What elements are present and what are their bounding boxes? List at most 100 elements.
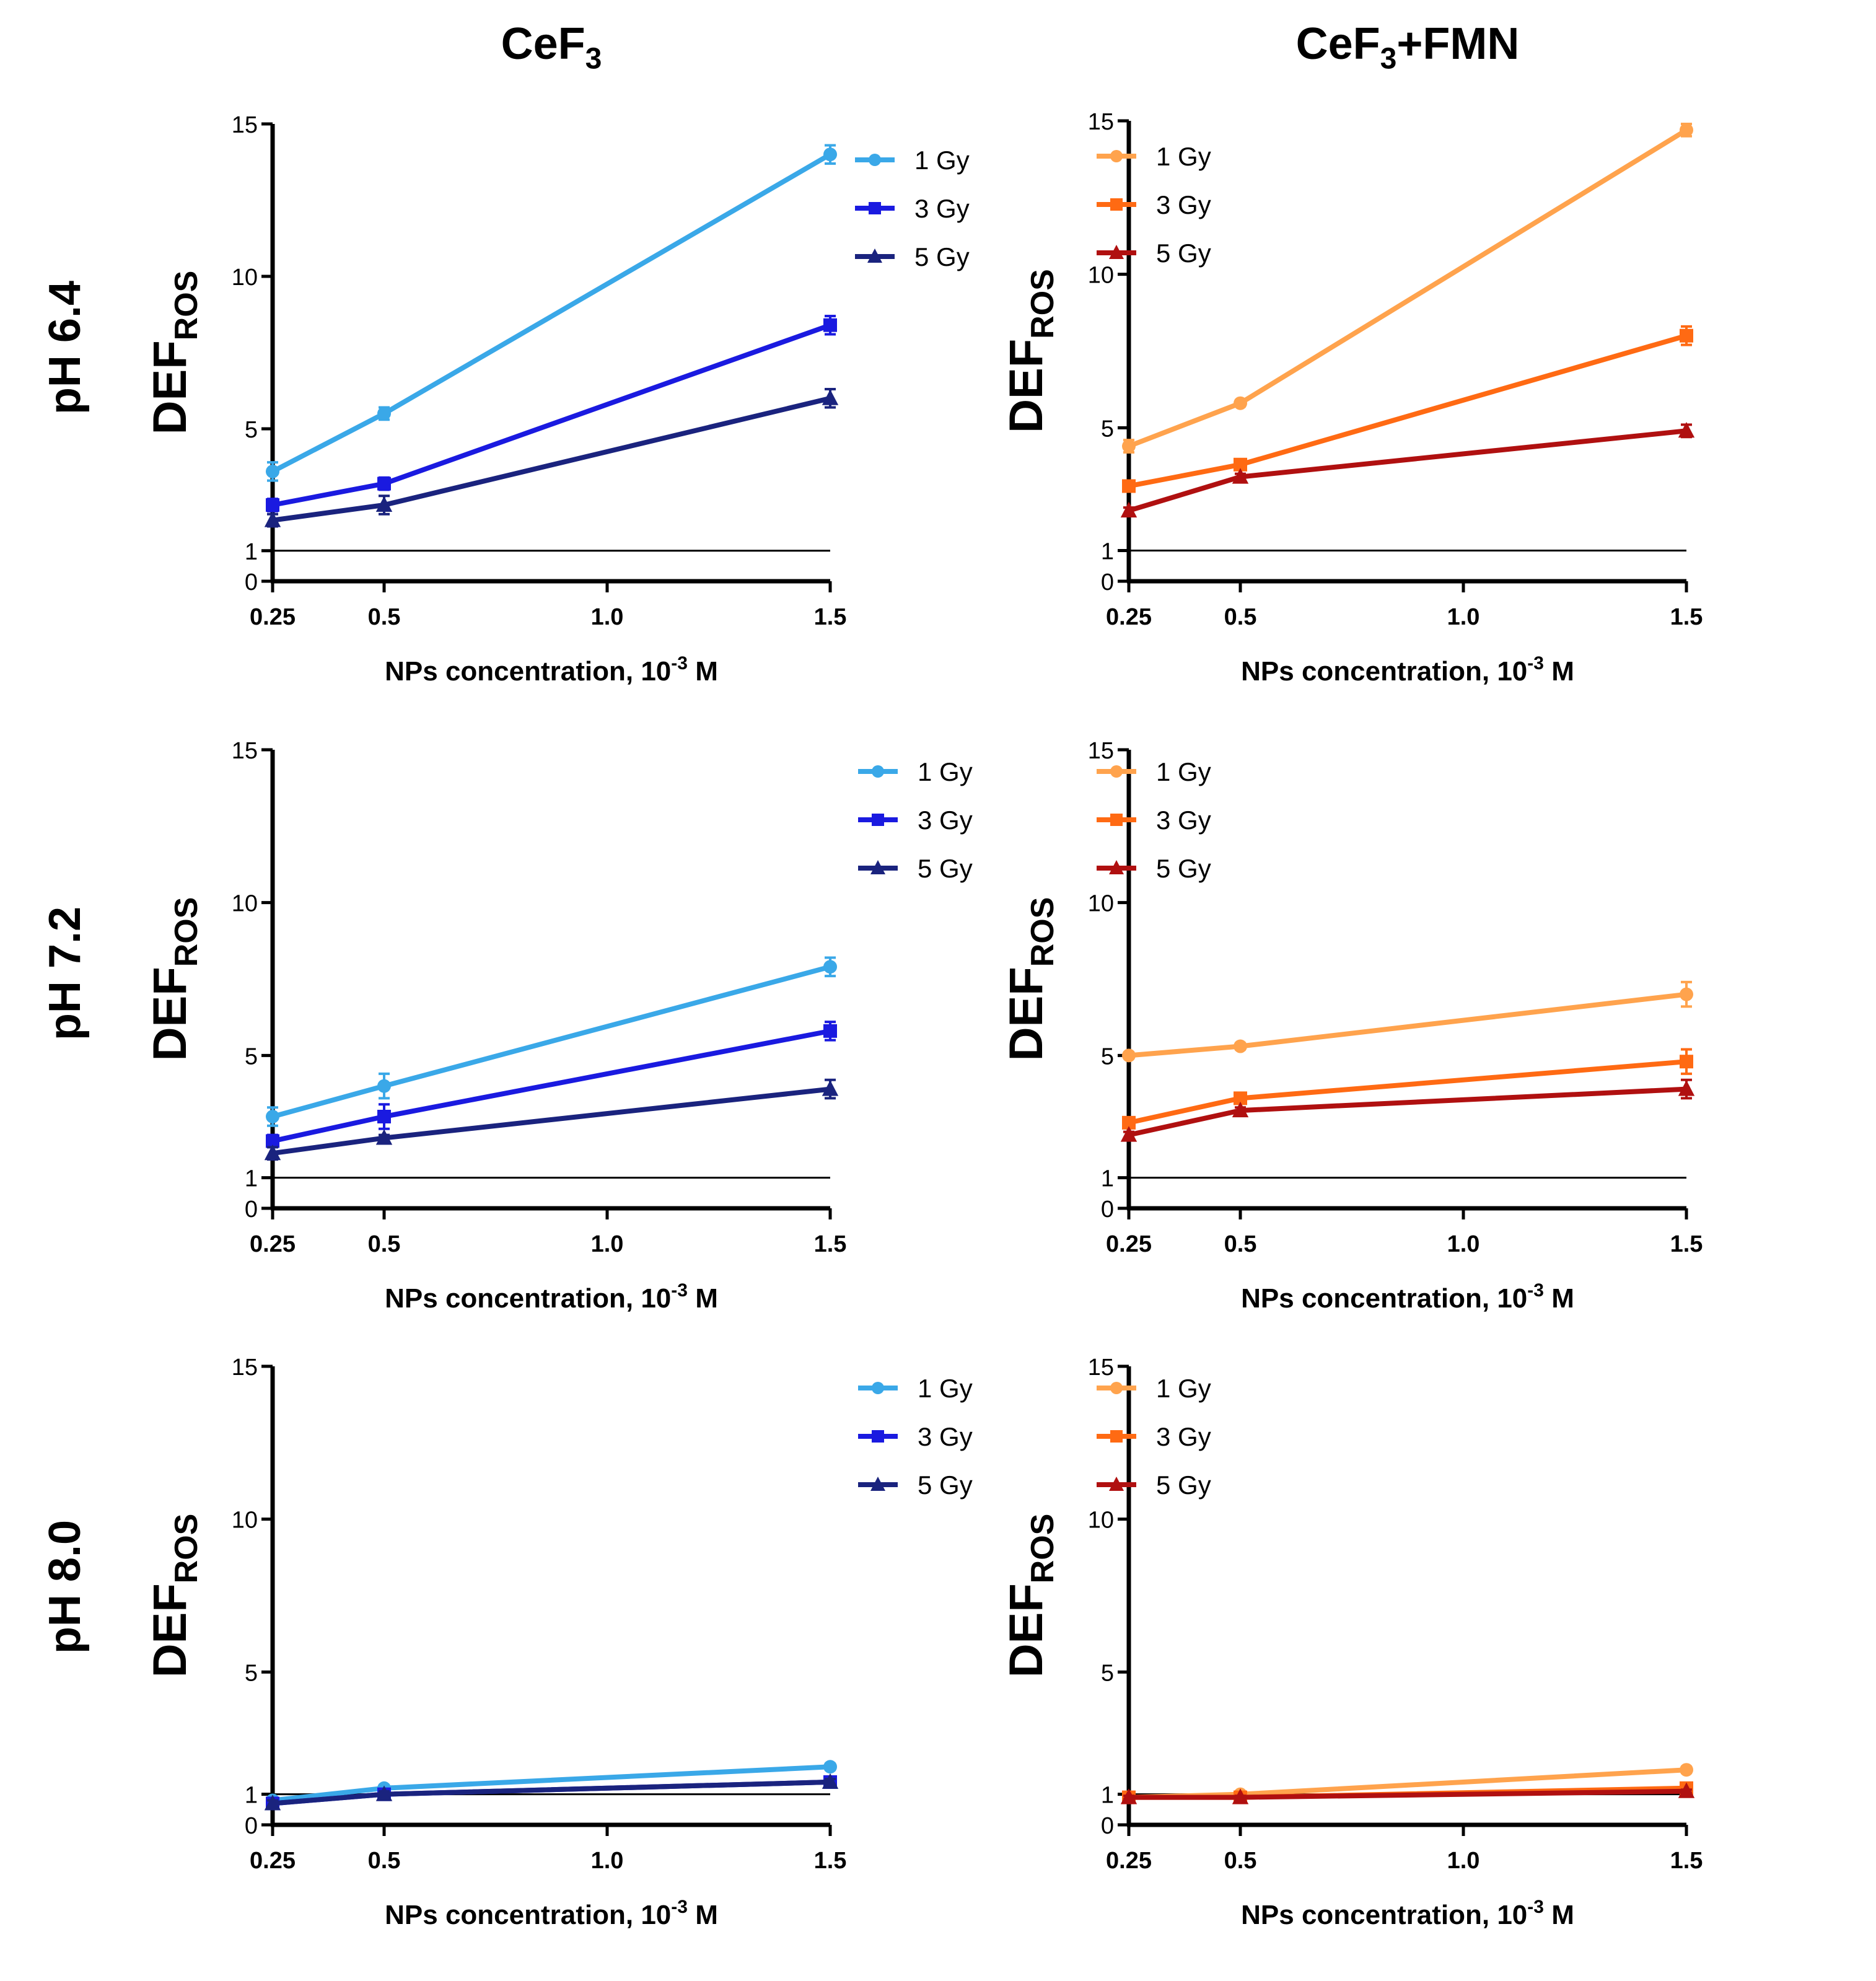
y-axis-label-sub: ROS bbox=[1025, 897, 1061, 967]
x-tick-label: 1.5 bbox=[1670, 604, 1703, 630]
data-point bbox=[1122, 1048, 1136, 1063]
series-line bbox=[272, 395, 831, 523]
y-tick-label: 15 bbox=[232, 738, 258, 764]
series-line bbox=[272, 1028, 831, 1144]
series-1-gy bbox=[266, 956, 837, 1127]
y-tick-label: 0 bbox=[1101, 1197, 1114, 1223]
legend-marker bbox=[869, 202, 881, 214]
data-point bbox=[377, 1110, 391, 1123]
x-tick-label: 0.25 bbox=[250, 1848, 296, 1874]
y-axis-label-main: DEF bbox=[1000, 967, 1053, 1061]
x-axis-label-sup: -3 bbox=[1527, 1280, 1544, 1301]
x-axis-label: NPs concentration, 10-3 M bbox=[1241, 653, 1574, 687]
data-point bbox=[1234, 1091, 1247, 1105]
data-point bbox=[375, 1785, 393, 1801]
data-point bbox=[822, 389, 839, 405]
data-point bbox=[1680, 328, 1693, 343]
series-3-gy bbox=[1122, 1048, 1693, 1130]
data-point bbox=[1232, 468, 1249, 484]
y-axis-label: DEFROS bbox=[1000, 269, 1061, 433]
series-1-gy bbox=[266, 144, 837, 482]
x-tick-label: 1.0 bbox=[1447, 1231, 1480, 1257]
x-tick-label: 0.5 bbox=[368, 1231, 401, 1257]
data-point bbox=[264, 1794, 281, 1811]
legend-label: 5 Gy bbox=[1156, 1470, 1211, 1500]
column-title-subscript: 3 bbox=[1380, 42, 1397, 76]
series-line bbox=[1128, 128, 1688, 449]
y-tick-label: 0 bbox=[245, 1197, 258, 1223]
y-tick-label: 5 bbox=[245, 417, 258, 443]
x-tick-label: 1.5 bbox=[814, 1848, 847, 1874]
y-tick-label: 0 bbox=[245, 1813, 258, 1839]
x-tick-label: 1.0 bbox=[591, 1848, 624, 1874]
x-axis-label-tail: M bbox=[688, 656, 718, 687]
y-axis-label: DEFROS bbox=[144, 1514, 204, 1678]
legend-marker bbox=[872, 1382, 884, 1394]
x-axis-label-sup: -3 bbox=[671, 653, 688, 674]
x-tick-label: 0.5 bbox=[368, 604, 401, 630]
y-tick-label: 10 bbox=[1088, 263, 1114, 289]
data-point bbox=[1232, 1101, 1249, 1118]
x-tick-label: 0.5 bbox=[1224, 1231, 1257, 1257]
legend-label: 1 Gy bbox=[918, 1374, 973, 1403]
x-tick-label: 0.25 bbox=[1106, 1848, 1152, 1874]
series-5-gy bbox=[264, 1773, 839, 1811]
y-tick-label: 1 bbox=[245, 1166, 258, 1192]
x-axis-label-main: NPs concentration, 10 bbox=[1241, 1900, 1527, 1930]
data-point bbox=[1680, 1055, 1693, 1069]
series-line bbox=[1128, 991, 1687, 1058]
y-axis-label-main: DEF bbox=[1000, 339, 1053, 433]
y-tick-label: 10 bbox=[1088, 891, 1114, 917]
y-axis-label-main: DEF bbox=[144, 967, 196, 1061]
data-point bbox=[377, 406, 391, 421]
x-tick-label: 1.5 bbox=[814, 604, 847, 630]
x-axis-label-main: NPs concentration, 10 bbox=[385, 1900, 671, 1930]
x-axis-label: NPs concentration, 10-3 M bbox=[1241, 1897, 1574, 1930]
data-point bbox=[1120, 501, 1137, 518]
data-point bbox=[377, 477, 391, 491]
data-point bbox=[1680, 123, 1693, 137]
legend-marker bbox=[1110, 1430, 1123, 1443]
data-point bbox=[1680, 1763, 1693, 1777]
data-point bbox=[375, 496, 393, 512]
series-line bbox=[272, 322, 831, 507]
data-point bbox=[1234, 396, 1247, 410]
legend-marker bbox=[1109, 245, 1124, 259]
x-tick-label: 0.5 bbox=[1224, 604, 1257, 630]
y-tick-label: 15 bbox=[232, 112, 258, 138]
series-3-gy bbox=[1122, 325, 1693, 493]
x-axis-label-tail: M bbox=[688, 1900, 718, 1930]
x-axis-label: NPs concentration, 10-3 M bbox=[385, 653, 718, 687]
x-axis-label-tail: M bbox=[1544, 656, 1574, 687]
x-tick-label: 1.5 bbox=[1670, 1231, 1703, 1257]
y-tick-label: 5 bbox=[245, 1043, 258, 1070]
series-line bbox=[271, 964, 831, 1119]
data-point bbox=[823, 147, 837, 162]
series-3-gy bbox=[266, 314, 837, 512]
y-axis-label-sub: ROS bbox=[169, 1514, 204, 1584]
y-axis-label-main: DEF bbox=[1000, 1583, 1053, 1677]
y-tick-label: 15 bbox=[232, 1355, 258, 1381]
y-tick-label: 15 bbox=[1088, 738, 1114, 764]
legend-label: 1 Gy bbox=[918, 757, 973, 786]
legend-marker bbox=[1109, 1477, 1124, 1491]
series-3-gy bbox=[266, 1021, 837, 1149]
legend-label: 3 Gy bbox=[914, 194, 970, 223]
data-point bbox=[823, 960, 837, 974]
legend-label: 1 Gy bbox=[914, 146, 970, 175]
legend-marker bbox=[1110, 765, 1123, 778]
y-tick-label: 1 bbox=[1101, 1783, 1114, 1809]
legend-marker bbox=[1110, 198, 1123, 211]
legend-label: 3 Gy bbox=[918, 806, 973, 835]
data-point bbox=[1120, 1788, 1137, 1804]
x-axis-label: NPs concentration, 10-3 M bbox=[1241, 1280, 1574, 1314]
data-point bbox=[823, 1024, 837, 1038]
y-axis-label-main: DEF bbox=[144, 340, 196, 434]
series-1-gy bbox=[1122, 122, 1693, 454]
x-tick-label: 1.0 bbox=[591, 1231, 624, 1257]
column-title-base: CeF bbox=[1295, 19, 1380, 69]
